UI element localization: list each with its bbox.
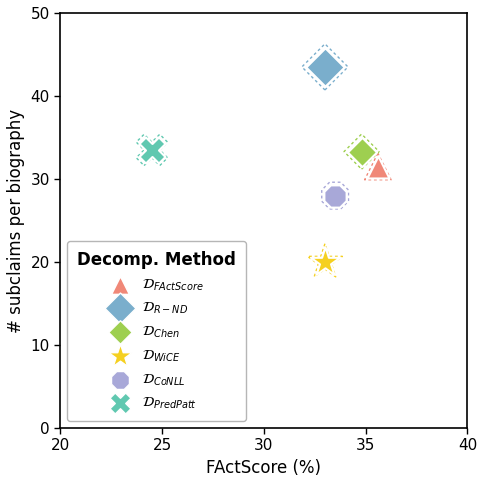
Y-axis label: # subclaims per biography: # subclaims per biography [7, 108, 25, 333]
Point [148, 146, 156, 154]
Point [331, 192, 339, 199]
X-axis label: FActScore (%): FActScore (%) [206, 459, 321, 477]
Point [321, 63, 329, 71]
Point [321, 258, 329, 266]
Point [374, 163, 382, 170]
Point [148, 146, 156, 154]
Point [358, 148, 365, 155]
Legend: $\mathcal{D}_{FActScore}$, $\mathcal{D}_{R-ND}$, $\mathcal{D}_{Chen}$, $\mathcal: $\mathcal{D}_{FActScore}$, $\mathcal{D}_… [67, 242, 245, 421]
Point [321, 258, 329, 266]
Point [374, 163, 382, 170]
Point [321, 63, 329, 71]
Point [331, 192, 339, 199]
Point [358, 148, 365, 155]
